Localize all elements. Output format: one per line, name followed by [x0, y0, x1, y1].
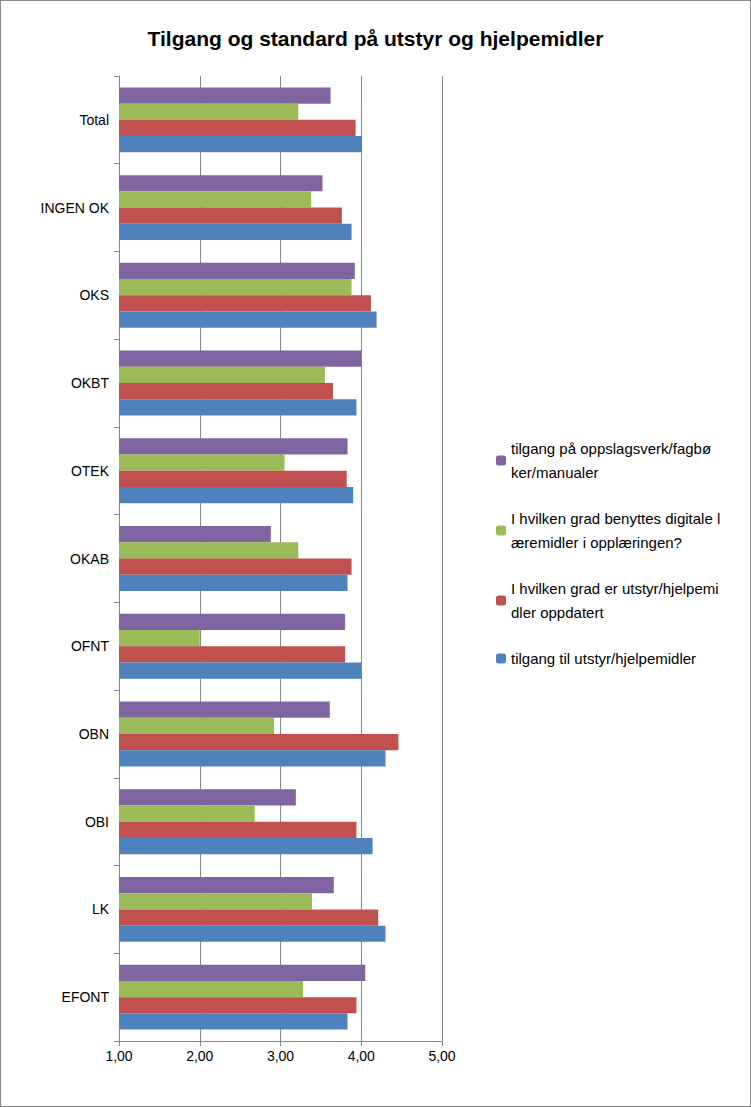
svg-text:5,00: 5,00 — [428, 1048, 455, 1064]
svg-text:OKS: OKS — [79, 287, 109, 303]
svg-text:EFONT: EFONT — [62, 989, 110, 1005]
svg-text:4,00: 4,00 — [348, 1048, 375, 1064]
svg-text:OBN: OBN — [79, 726, 109, 742]
svg-text:OTEK: OTEK — [71, 463, 110, 479]
svg-text:I hvilken grad er utstyr/hjelp: I hvilken grad er utstyr/hjelpemi — [511, 580, 719, 597]
svg-text:Tilgang og standard på utstyr: Tilgang og standard på utstyr og hjelpem… — [148, 27, 604, 50]
svg-text:OBI: OBI — [85, 814, 109, 830]
svg-text:OFNT: OFNT — [71, 638, 110, 654]
svg-text:2,00: 2,00 — [186, 1048, 213, 1064]
svg-text:LK: LK — [92, 901, 110, 917]
svg-text:tilgang til utstyr/hjelpemidle: tilgang til utstyr/hjelpemidler — [511, 650, 696, 667]
svg-text:1,00: 1,00 — [105, 1048, 132, 1064]
svg-text:I hvilken grad benyttes digita: I hvilken grad benyttes digitale l — [511, 510, 720, 527]
svg-text:Total: Total — [79, 112, 109, 128]
svg-text:3,00: 3,00 — [267, 1048, 294, 1064]
svg-text:æremidler i opplæringen?: æremidler i opplæringen? — [511, 534, 682, 551]
svg-text:INGEN OK: INGEN OK — [41, 200, 110, 216]
svg-text:OKBT: OKBT — [71, 375, 110, 391]
svg-text:tilgang på oppslagsverk/fagbø: tilgang på oppslagsverk/fagbø — [511, 440, 711, 457]
svg-text:ker/manualer: ker/manualer — [511, 464, 599, 481]
svg-text:dler oppdatert: dler oppdatert — [511, 604, 604, 621]
svg-text:OKAB: OKAB — [70, 551, 109, 567]
